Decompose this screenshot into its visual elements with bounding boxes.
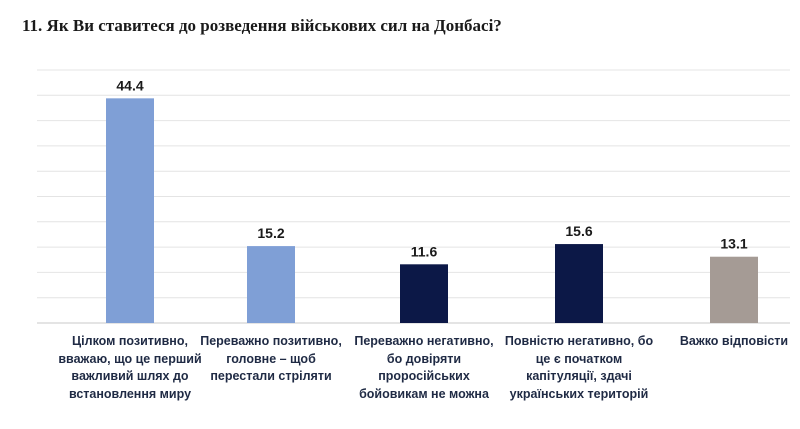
value-label-1: 44.4	[116, 77, 143, 93]
bar-1	[106, 98, 154, 323]
category-label-1: Цілком позитивно, вважаю, що це перший в…	[58, 334, 202, 401]
bar-3	[400, 264, 448, 323]
bars	[106, 98, 758, 323]
value-label-4: 15.6	[565, 223, 592, 239]
value-label-5: 13.1	[720, 236, 747, 252]
value-labels: 44.4 15.2 11.6 15.6 13.1	[116, 77, 747, 259]
category-label-5: Важко відповісти	[679, 334, 789, 348]
value-label-3: 11.6	[411, 243, 438, 259]
category-label-3: Переважно негативно, бо довіряти проросі…	[354, 334, 494, 401]
category-label-2: Переважно позитивно, головне – щоб перес…	[200, 334, 342, 383]
category-label-4: Повністю негативно, бо це є початком кап…	[504, 334, 654, 401]
bar-5	[710, 256, 758, 323]
page-title: 11. Як Ви ставитеся до розведення військ…	[22, 16, 502, 35]
bar-2	[247, 246, 295, 323]
bar-4	[555, 244, 603, 323]
value-label-2: 15.2	[257, 225, 284, 241]
